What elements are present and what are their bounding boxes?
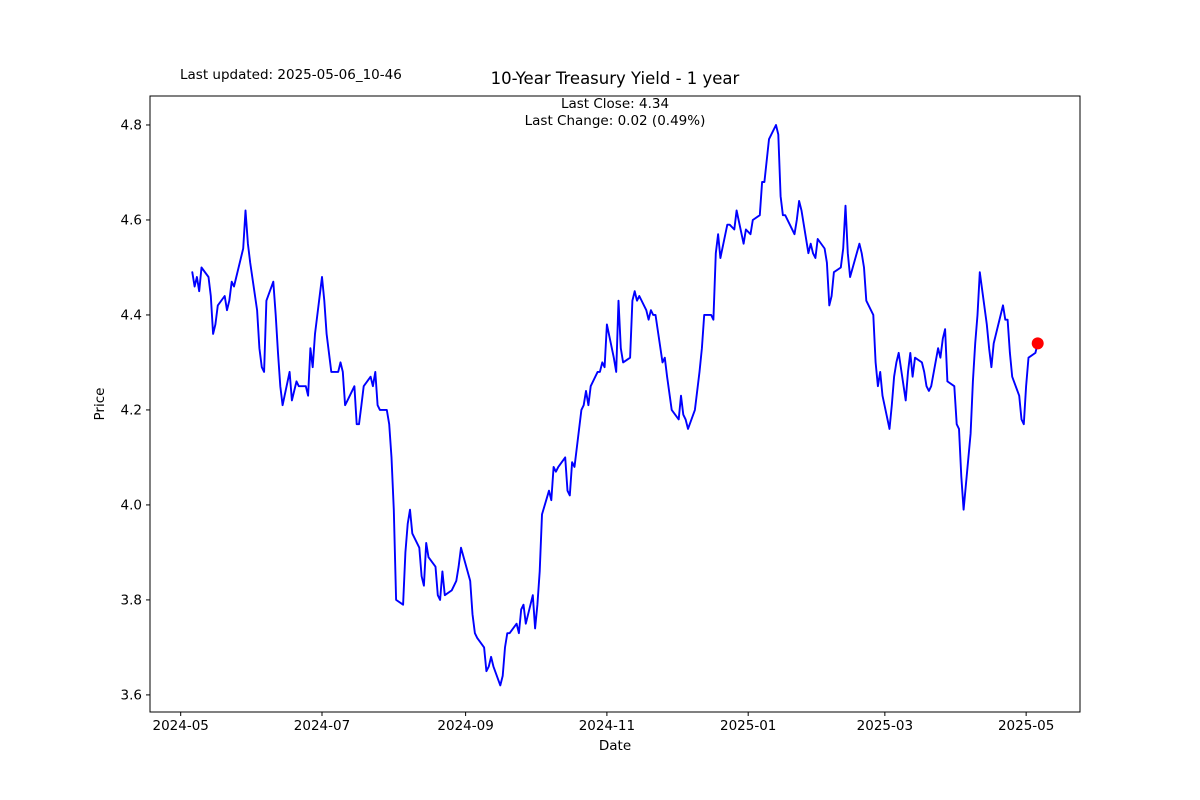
x-tick-label: 2024-09 [437,718,493,734]
y-tick-label: 4.6 [121,213,142,229]
last-point-marker [1031,337,1044,350]
x-tick-label: 2024-07 [294,718,350,734]
last-change-annotation: Last Change: 0.02 (0.49%) [524,113,706,129]
x-tick-label: 2025-05 [998,718,1054,734]
x-tick-label: 2024-05 [152,718,208,734]
last-updated-text: Last updated: 2025-05-06_10-46 [180,67,402,83]
y-tick-label: 4.2 [121,403,142,419]
y-tick-label: 4.8 [121,118,142,134]
x-axis-label: Date [598,738,632,754]
y-tick-label: 4.0 [121,498,142,514]
x-tick-label: 2025-03 [857,718,913,734]
y-tick-label: 3.8 [121,593,142,609]
last-close-annotation: Last Close: 4.34 [560,96,670,112]
yield-line [191,124,1039,687]
chart-title: 10-Year Treasury Yield - 1 year [490,69,740,88]
plot-frame [149,95,1081,713]
y-axis-label: Price [92,387,109,421]
y-tick-label: 3.6 [121,688,142,704]
y-tick-label: 4.4 [121,308,142,324]
x-tick-label: 2025-01 [720,718,776,734]
x-tick-label: 2024-11 [579,718,635,734]
